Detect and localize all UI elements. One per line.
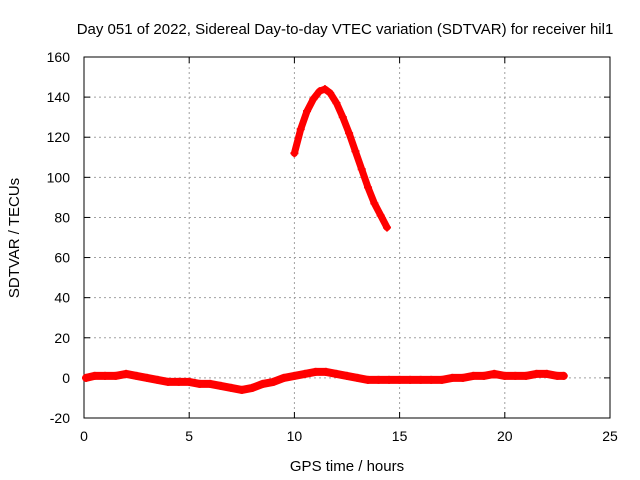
y-tick-label: 0 [62,370,70,386]
data-point [559,371,568,380]
x-tick-label: 15 [392,428,408,444]
x-tick-label: 5 [185,428,193,444]
data-point [132,371,141,380]
data-point [296,125,305,134]
grid-lines [84,57,610,418]
data-point [216,381,225,390]
series-line [290,85,391,231]
data-point [320,85,329,94]
data-point [406,375,415,384]
data-point [326,89,335,98]
data-point [332,99,341,108]
series-1 [82,367,568,394]
data-point [357,165,366,174]
data-point [290,149,299,158]
x-tick-label: 10 [287,428,303,444]
data-point [490,369,499,378]
data-point [311,367,320,376]
data-point [382,223,391,232]
data-point [395,375,404,384]
data-point [427,375,436,384]
y-tick-label: 160 [47,49,71,65]
x-axis-label: GPS time / hours [290,458,404,475]
data-point [500,371,509,380]
data-point [511,371,520,380]
data-point [90,371,99,380]
y-tick-label: 40 [54,290,70,306]
axis-ticks: 0 5 10 15 20 25 -20 0 20 40 60 80 100 120 140 160 [47,49,618,444]
data-point [101,371,110,380]
data-point [338,113,347,122]
data-point [290,371,299,380]
data-point [122,369,131,378]
data-point [82,373,91,382]
data-point [469,371,478,380]
data-point [111,371,120,380]
data-point [376,211,385,220]
data-point [332,369,341,378]
data-point [364,183,373,192]
y-tick-label: 100 [47,169,71,185]
data-point [143,373,152,382]
data-point [353,373,362,382]
data-point [279,373,288,382]
y-axis-label: SDTVAR / TECUs [6,178,23,298]
data-point [248,383,257,392]
data-point [258,379,267,388]
chart-title: Day 051 of 2022, Sidereal Day-to-day VTE… [77,21,614,38]
data-point [351,147,360,156]
x-tick-label: 20 [497,428,513,444]
data-point [195,379,204,388]
y-tick-label: 120 [47,129,71,145]
y-tick-label: 20 [54,330,70,346]
x-tick-label: 25 [602,428,618,444]
data-point [385,375,394,384]
data-point [416,375,425,384]
data-point [374,375,383,384]
data-point [303,107,312,116]
y-tick-label: 140 [47,89,71,105]
series-0 [290,85,391,232]
data-point [343,371,351,380]
data-point [448,373,457,382]
x-tick-label: 0 [80,428,88,444]
data-point [206,379,215,388]
data-point [153,375,162,384]
data-point [315,87,324,96]
data-point [345,129,354,138]
data-point [300,369,309,378]
data-point [370,199,379,208]
data-point [521,371,530,380]
data-point [174,377,183,386]
data-point [164,377,173,386]
data-points [82,85,568,394]
data-point [237,385,246,394]
data-point [321,367,330,376]
data-point [437,375,446,384]
data-point [542,369,551,378]
data-point [532,369,541,378]
y-tick-label: -20 [50,410,70,426]
data-point [309,95,318,104]
data-point [269,377,278,386]
y-tick-label: 60 [54,250,70,266]
data-point [185,377,194,386]
y-tick-label: 80 [54,209,70,225]
data-point [458,373,467,382]
data-point [227,383,236,392]
data-point [364,375,373,384]
data-point [479,371,488,380]
plot-frame [83,56,611,419]
